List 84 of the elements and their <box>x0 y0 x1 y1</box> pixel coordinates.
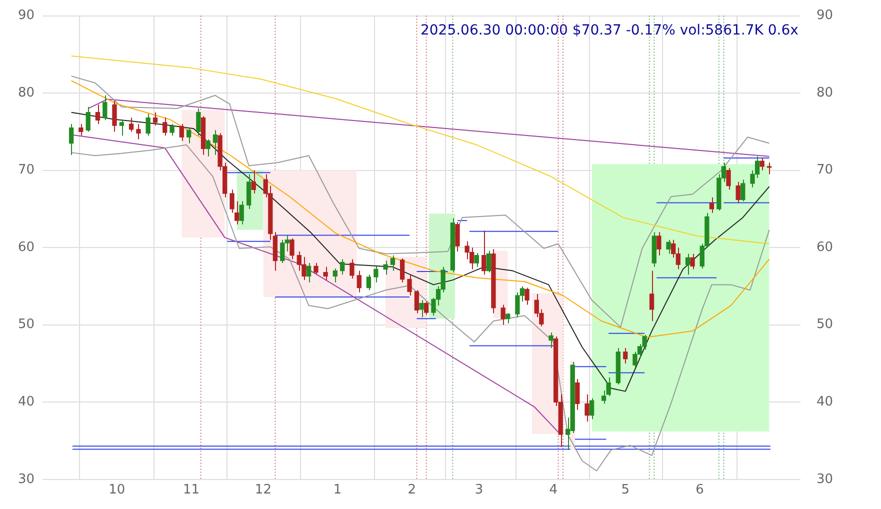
candlestick <box>170 123 174 136</box>
candlestick <box>390 254 396 272</box>
candlestick <box>350 258 354 280</box>
candlestick <box>474 252 479 268</box>
x-tick-label: 3 <box>474 482 484 498</box>
candlestick <box>246 174 252 210</box>
candlestick <box>548 332 554 349</box>
candlestick <box>290 238 294 260</box>
y-tick-label: 50 <box>18 317 35 332</box>
y2-tick-label: 40 <box>816 394 834 410</box>
candlestick <box>407 274 412 296</box>
y2-tick-label: 70 <box>816 162 834 178</box>
x-tick-label: 5 <box>621 482 630 498</box>
candlestick <box>414 290 420 314</box>
candlestick <box>78 123 84 136</box>
candlestick <box>766 162 772 175</box>
candlestick <box>690 253 695 270</box>
candlestick <box>102 94 108 121</box>
candlestick <box>760 157 764 171</box>
x-tick-label: 10 <box>108 482 126 498</box>
candlestick <box>575 378 580 410</box>
candlestick <box>419 300 424 318</box>
candlestick <box>162 117 168 136</box>
candlestick <box>146 113 150 136</box>
candlestick <box>206 138 210 157</box>
candlestick <box>486 250 491 273</box>
y2-tick-label: 50 <box>816 317 834 332</box>
candlestick <box>584 394 590 422</box>
y2-tick-label: 30 <box>816 472 834 487</box>
candlestick <box>649 270 654 322</box>
candlestick <box>374 266 378 283</box>
candlestick <box>340 258 345 276</box>
candlestick <box>136 123 141 140</box>
text: 2025.06.30 00:00:00 $70.37 -0.17% vol:5861.7K 0.6x <box>420 22 798 38</box>
candlestick <box>239 200 244 225</box>
candlestick <box>86 106 90 132</box>
candlestick <box>726 168 731 190</box>
y2-tick-label: 90 <box>816 8 834 24</box>
y-tick-label: 30 <box>18 472 35 487</box>
candlestick <box>524 287 530 306</box>
candlestick <box>68 123 74 156</box>
candlestick <box>500 304 506 326</box>
y2-tick-label: 80 <box>816 85 834 100</box>
candlestick <box>656 232 662 256</box>
candlestick <box>314 262 318 276</box>
candlestick <box>306 262 312 283</box>
y-tick-label: 60 <box>18 240 35 255</box>
candlestick <box>251 170 256 194</box>
x-tick-label: 1 <box>333 482 342 498</box>
x-tick-label: 11 <box>182 482 200 498</box>
candlestick <box>119 120 124 136</box>
candlestick <box>589 398 594 420</box>
candlestick <box>685 253 690 276</box>
candlestick <box>323 266 328 281</box>
y-tick-label: 80 <box>18 85 35 100</box>
candlestick <box>212 130 218 156</box>
candlestick <box>424 301 429 316</box>
candlestick <box>455 222 460 252</box>
candlestick <box>709 196 714 214</box>
y-tick-label: 40 <box>18 394 35 410</box>
x-tick-label: 4 <box>549 482 558 498</box>
candlestick <box>740 179 746 202</box>
candlestick <box>736 181 740 204</box>
y-tick-label: 90 <box>18 8 35 24</box>
candlestick <box>95 104 100 124</box>
candlestick <box>196 108 201 136</box>
candlestick <box>332 268 338 283</box>
candlestick <box>383 260 388 276</box>
candlestick <box>112 100 117 132</box>
y2-tick-label: 60 <box>816 240 834 255</box>
x-tick-label: 12 <box>254 482 272 498</box>
candlestick <box>666 239 671 254</box>
candlestick <box>152 112 158 126</box>
candlestick <box>128 117 134 132</box>
candlestick <box>482 230 486 276</box>
candlestick <box>400 258 405 283</box>
x-tick-label: 6 <box>696 482 704 498</box>
candlestick <box>186 127 192 144</box>
x-tick-label: 2 <box>408 482 416 498</box>
candlestick <box>366 274 372 291</box>
candlestick <box>179 123 184 142</box>
candlestick <box>623 348 628 364</box>
candlestick <box>356 270 362 293</box>
y-tick-label: 70 <box>18 162 35 178</box>
